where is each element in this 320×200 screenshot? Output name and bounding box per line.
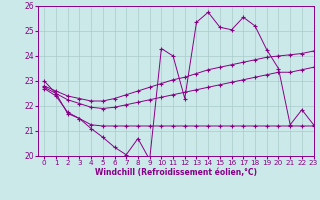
X-axis label: Windchill (Refroidissement éolien,°C): Windchill (Refroidissement éolien,°C) <box>95 168 257 177</box>
